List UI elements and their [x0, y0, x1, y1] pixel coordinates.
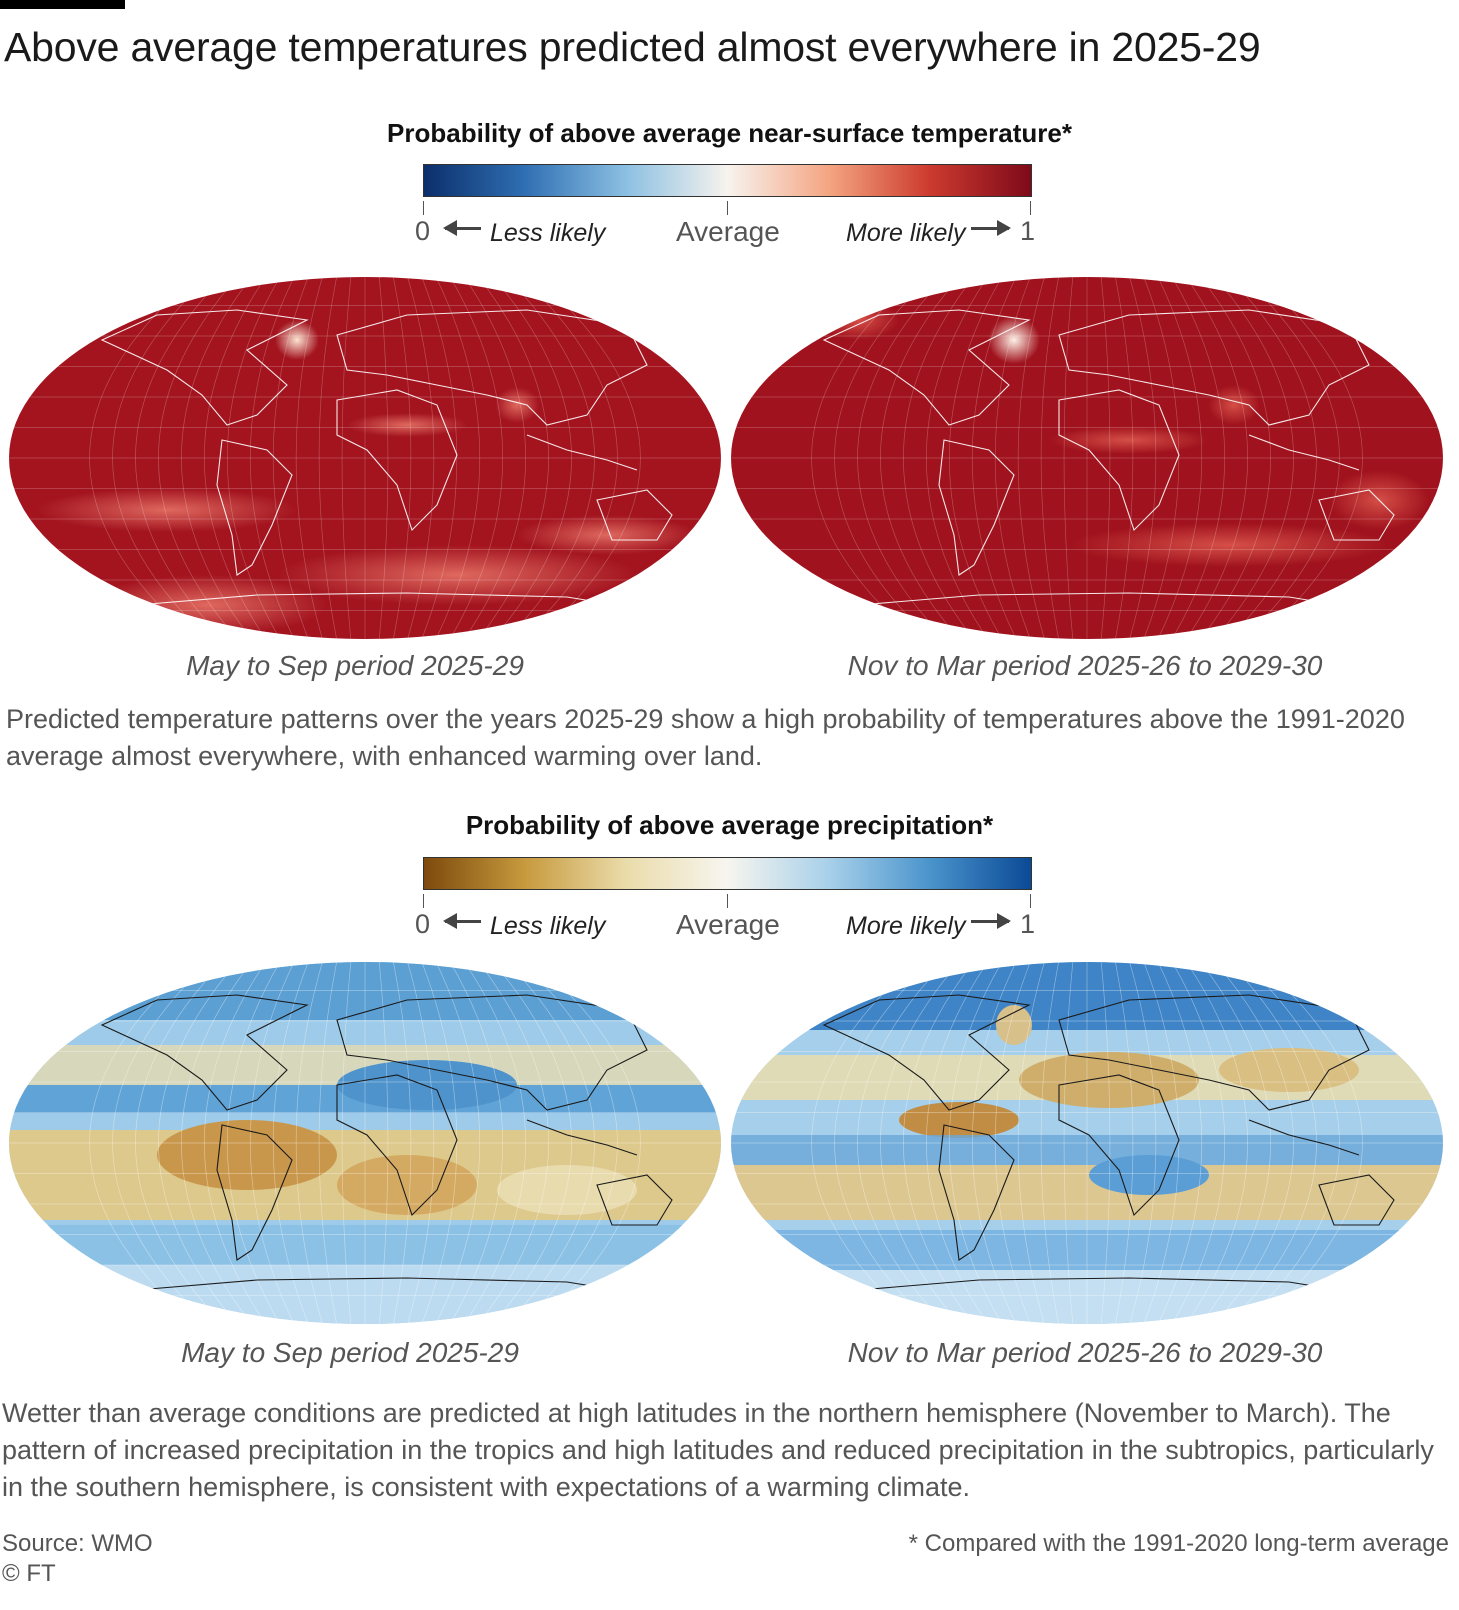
precipitation-map-left-caption: May to Sep period 2025-29 [181, 1337, 519, 1368]
precipitation-legend-title: Probability of above average precipitati… [465, 810, 994, 840]
precipitation-map-may-sep [9, 962, 721, 1324]
page-title: Above average temperatures predicted alm… [4, 24, 1261, 70]
precipitation-map-right-caption: Nov to Mar period 2025-26 to 2029-30 [847, 1337, 1323, 1368]
legend-tick-max [1030, 201, 1031, 215]
source-note: Source: WMO [2, 1530, 153, 1557]
footnote: * Compared with the 1991-2020 long-term … [908, 1530, 1449, 1557]
precipitation-legend: 0 Less likely Average More likely 1 [415, 857, 1036, 947]
temperature-legend: 0 Less likely Average More likely 1 [415, 164, 1036, 254]
brand-bar [0, 0, 125, 9]
arrow-right-icon [971, 220, 1011, 236]
legend-tick-min [423, 201, 424, 215]
temperature-map-nov-mar [731, 277, 1443, 639]
legend-tick-average [727, 894, 728, 908]
legend-tick-average [727, 201, 728, 215]
legend-tick-max [1030, 894, 1031, 908]
temperature-legend-title: Probability of above average near-surfac… [387, 118, 1072, 148]
copyright-note: © FT [2, 1560, 56, 1587]
temperature-map-right-caption: Nov to Mar period 2025-26 to 2029-30 [847, 650, 1323, 681]
legend-more-likely: More likely [846, 219, 966, 247]
legend-tick-min [423, 894, 424, 908]
legend-more-likely: More likely [846, 912, 966, 940]
precipitation-map-nov-mar [731, 962, 1443, 1324]
legend-less-likely: Less likely [490, 219, 606, 247]
arrow-left-icon [443, 220, 481, 236]
temperature-map-left-caption: May to Sep period 2025-29 [186, 650, 524, 681]
legend-min-value: 0 [415, 216, 431, 246]
legend-average: Average [676, 216, 780, 247]
precipitation-color-scale [423, 857, 1032, 890]
arrow-left-icon [443, 913, 481, 929]
precipitation-description: Wetter than average conditions are predi… [2, 1398, 1434, 1502]
legend-min-value: 0 [415, 909, 431, 939]
temperature-description: Predicted temperature patterns over the … [6, 704, 1405, 771]
legend-less-likely: Less likely [490, 912, 606, 940]
legend-max-value: 1 [1020, 909, 1036, 939]
legend-max-value: 1 [1020, 216, 1036, 246]
temperature-map-may-sep [9, 277, 721, 639]
legend-average: Average [676, 909, 780, 940]
temperature-color-scale [423, 164, 1032, 197]
arrow-right-icon [971, 913, 1011, 929]
